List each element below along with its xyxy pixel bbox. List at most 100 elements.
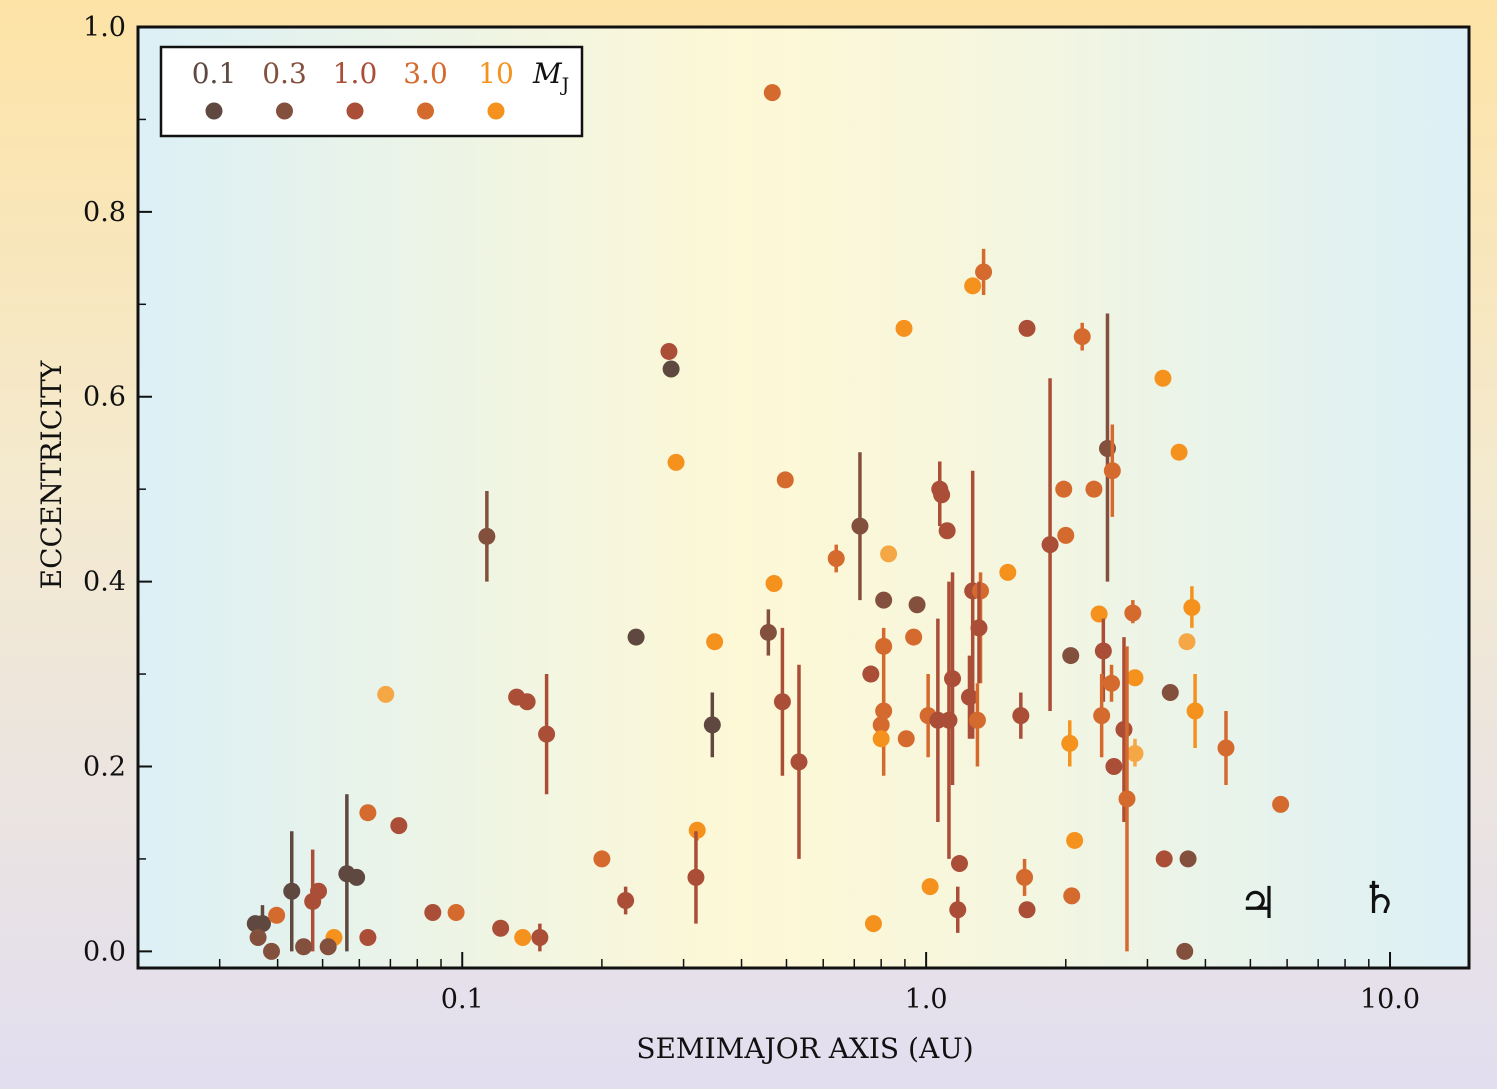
data-point — [447, 904, 465, 922]
data-point — [295, 938, 313, 956]
data-point — [921, 878, 939, 896]
data-point — [424, 904, 442, 922]
data-point — [1103, 462, 1121, 480]
data-point — [319, 938, 337, 956]
data-point — [1272, 795, 1290, 813]
legend-marker — [276, 102, 293, 120]
x-tick-label: 10.0 — [1360, 984, 1420, 1015]
data-point — [1179, 850, 1197, 868]
data-point — [940, 711, 958, 729]
data-point — [1018, 319, 1036, 337]
data-point — [960, 688, 978, 706]
data-point — [1176, 942, 1194, 960]
data-point — [1094, 642, 1112, 660]
data-point — [1066, 831, 1084, 849]
axis-ticks: 0.0 0.2 0.4 0.6 0.8 1.0 0.1 1.0 10.0 — [83, 12, 1420, 1015]
x-tick-label: 1.0 — [905, 984, 948, 1015]
data-point — [1105, 757, 1123, 775]
data-point — [1124, 604, 1142, 622]
data-point — [617, 892, 635, 910]
data-point — [263, 942, 281, 960]
data-point — [249, 928, 267, 946]
data-point — [593, 850, 611, 868]
data-point — [776, 471, 794, 489]
data-point — [875, 702, 893, 720]
data-point — [253, 915, 271, 933]
data-point — [1126, 745, 1144, 763]
data-point — [862, 665, 880, 683]
data-point — [627, 628, 645, 646]
data-point — [950, 855, 968, 873]
y-tick-label: 0.6 — [83, 382, 126, 413]
legend-box — [159, 45, 584, 138]
data-point — [687, 868, 705, 886]
data-point — [1103, 674, 1121, 692]
plot-frame — [136, 25, 1471, 970]
data-point — [1073, 328, 1091, 346]
data-point — [1063, 887, 1081, 905]
x-axis-title: SEMIMAJOR AXIS (AU) — [636, 1032, 973, 1065]
data-point — [518, 693, 536, 711]
legend-marker — [487, 102, 505, 120]
data-point — [1186, 702, 1204, 720]
y-tick-label: 0.4 — [83, 567, 126, 598]
y-axis-title: ECCENTRICITY — [35, 360, 68, 589]
data-point — [872, 730, 890, 748]
data-point — [706, 633, 724, 651]
y-tick-label: 1.0 — [83, 12, 126, 43]
data-point — [872, 716, 890, 734]
plot-area — [138, 27, 1469, 968]
data-point — [377, 685, 395, 703]
legend-marker — [205, 102, 223, 120]
data-point — [1178, 633, 1196, 651]
legend-label: 1.0 — [333, 57, 378, 90]
legend-unit: MJ — [532, 57, 569, 96]
data-point — [897, 730, 915, 748]
legend-marker — [346, 102, 364, 120]
data-point — [827, 550, 845, 568]
data-point — [304, 892, 322, 910]
data-point — [359, 804, 377, 822]
data-point — [790, 753, 808, 771]
data-point — [864, 915, 882, 933]
data-point — [999, 563, 1017, 581]
data-point — [662, 360, 680, 378]
data-point — [851, 517, 869, 535]
planet-annotations: ♃ ♄ — [1239, 873, 1400, 929]
data-point — [531, 928, 549, 946]
data-point — [538, 725, 556, 743]
data-point — [688, 821, 706, 839]
y-tick-label: 0.8 — [83, 197, 126, 228]
data-point — [1118, 790, 1136, 808]
data-point — [1154, 369, 1172, 387]
data-point — [970, 619, 988, 637]
data-point — [773, 693, 791, 711]
data-point — [1061, 734, 1079, 752]
data-point — [880, 545, 898, 563]
data-point — [667, 453, 685, 471]
legend-label: 10 — [478, 57, 514, 90]
data-point — [1217, 739, 1235, 757]
data-point — [1161, 684, 1179, 702]
data-point — [1090, 605, 1108, 623]
y-tick-label: 0.0 — [83, 936, 126, 967]
data-point — [908, 596, 926, 614]
planet-symbol-saturn: ♄ — [1360, 873, 1399, 924]
data-point — [478, 527, 496, 545]
data-point — [1093, 707, 1111, 725]
data-point — [763, 84, 781, 102]
data-point — [703, 716, 721, 734]
legend: 0.1 0.3 1.0 3.0 10 MJ — [159, 45, 584, 138]
data-point — [348, 868, 366, 886]
data-point — [944, 670, 962, 688]
data-point — [949, 901, 967, 919]
data-point — [1085, 480, 1103, 498]
planet-symbol-jupiter: ♃ — [1239, 878, 1278, 929]
data-point — [1016, 868, 1034, 886]
data-point — [895, 319, 913, 337]
data-point — [1062, 647, 1080, 665]
data-point — [1170, 443, 1188, 461]
legend-label: 0.1 — [192, 57, 237, 90]
data-point — [1055, 480, 1073, 498]
